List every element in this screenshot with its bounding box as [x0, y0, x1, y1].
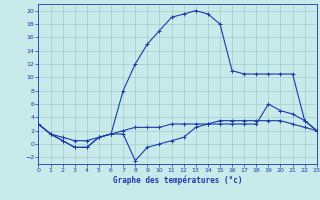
X-axis label: Graphe des températures (°c): Graphe des températures (°c): [113, 176, 242, 185]
